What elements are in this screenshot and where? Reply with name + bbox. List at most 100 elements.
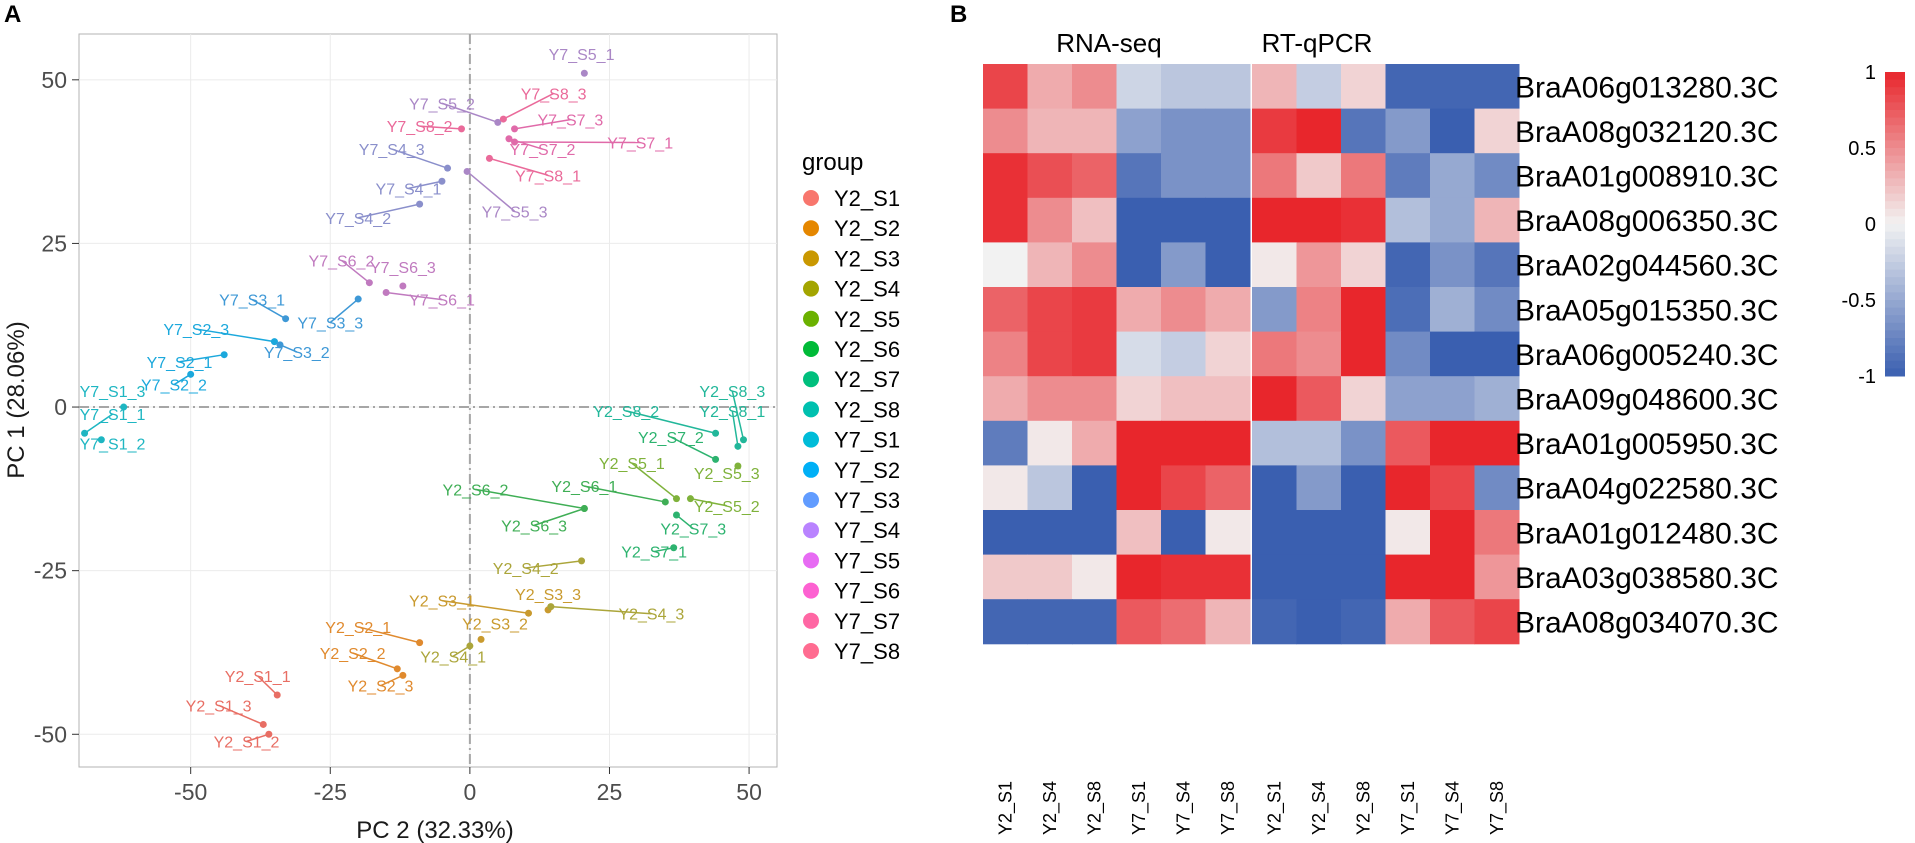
gene-label: BraA01g005950.3C <box>1515 428 1779 461</box>
legend-label: Y2_S8 <box>834 397 900 422</box>
point-label: Y7_S1_3 <box>80 384 146 401</box>
colorbar-step <box>1885 216 1905 225</box>
colorbar-step <box>1885 300 1905 309</box>
leader-line <box>352 652 398 670</box>
leader-line <box>731 410 739 447</box>
rt-qpcr-cell <box>1385 510 1431 556</box>
data-point <box>485 154 493 162</box>
y-tick-label: 25 <box>41 230 67 256</box>
colorbar: 1 0.5 0 -0.5 -1 <box>1842 62 1905 388</box>
leader-line <box>631 462 677 500</box>
rna-seq-cell <box>1161 287 1206 333</box>
column-label: Y7_S8 <box>1487 781 1508 835</box>
rna-seq-cell <box>1027 420 1073 466</box>
rt-qpcr-cell <box>1296 287 1342 333</box>
point-label: Y7_S8_3 <box>521 86 587 103</box>
legend-label: Y2_S5 <box>834 307 900 332</box>
rna-seq-cell <box>983 64 1028 110</box>
colorbar-step <box>1885 72 1905 81</box>
colorbar-step <box>1885 284 1905 293</box>
rt-qpcr-cell <box>1341 108 1386 154</box>
rt-qpcr-cell <box>1430 64 1475 110</box>
legend-swatch <box>803 492 819 508</box>
colorbar-step <box>1885 110 1905 119</box>
rna-seq-cell <box>1027 599 1073 645</box>
legend-swatch <box>803 431 819 448</box>
rna-seq-cell <box>1205 376 1251 422</box>
data-point <box>97 436 105 444</box>
data-point <box>547 603 555 611</box>
leader-line <box>358 203 420 219</box>
rt-qpcr-cell <box>1474 64 1520 110</box>
leader-line <box>670 436 716 461</box>
rt-qpcr-cell <box>1430 287 1475 333</box>
leader-line <box>246 733 270 743</box>
rt-qpcr-cell <box>1252 108 1297 154</box>
data-point <box>499 115 507 123</box>
rt-qpcr-cell <box>1252 197 1297 243</box>
rna-seq-cell <box>983 242 1028 288</box>
legend-swatch <box>803 190 819 206</box>
data-points <box>81 69 747 738</box>
legend-swatch <box>803 310 819 327</box>
colorbar-step <box>1885 338 1905 347</box>
rna-seq-cell <box>1116 465 1162 511</box>
legend-label: Y7_S5 <box>834 548 900 573</box>
data-point <box>511 125 519 133</box>
column-label: Y2_S8 <box>1353 781 1374 835</box>
rt-qpcr-cell <box>1430 108 1475 154</box>
leader-line <box>218 704 264 726</box>
colorbar-tick-label: 0.5 <box>1848 138 1876 160</box>
point-label: Y7_S6_3 <box>370 260 436 277</box>
column-label: Y7_S4 <box>1442 781 1463 835</box>
legend-label: Y2_S1 <box>834 186 900 211</box>
rna-seq-cell <box>983 331 1028 377</box>
point-label: Y7_S2_1 <box>147 355 213 372</box>
pca-scatter-plot: Y7_S5_1Y7_S5_2Y7_S8_3Y7_S8_2 Y7_S7_3Y7_S7… <box>3 33 900 843</box>
rna-seq-cell <box>1205 554 1251 600</box>
rna-seq-cell <box>1072 197 1117 243</box>
rt-qpcr-cell <box>1474 153 1520 199</box>
rna-seq-cell <box>983 599 1028 645</box>
rt-qpcr-cell <box>1296 331 1342 377</box>
rt-qpcr-cell <box>1385 64 1431 110</box>
point-label: Y7_S3_1 <box>219 293 285 310</box>
data-point <box>734 442 742 450</box>
rt-qpcr-cell <box>1385 287 1431 333</box>
data-point <box>494 118 502 126</box>
rna-seq-cell <box>1205 287 1251 333</box>
rt-qpcr-cell <box>1296 554 1342 600</box>
rna-seq-cell <box>1027 64 1073 110</box>
point-label: Y2_S2_1 <box>325 620 391 637</box>
data-point <box>672 511 680 519</box>
data-point <box>416 200 424 208</box>
leader-line <box>84 413 113 434</box>
rt-qpcr-cell <box>1296 420 1342 466</box>
rna-seq-cell <box>1116 599 1162 645</box>
rna-seq-cell <box>983 554 1028 600</box>
rna-seq-cell <box>1116 287 1162 333</box>
rna-seq-cell <box>1027 376 1073 422</box>
legend-swatch <box>803 341 819 357</box>
colorbar-step <box>1885 315 1905 324</box>
point-label: Y7_S7_1 <box>607 136 673 153</box>
rna-seq-cell <box>1027 108 1073 154</box>
rt-qpcr-cell <box>1341 64 1386 110</box>
point-label: Y2_S2_3 <box>348 679 414 696</box>
data-point <box>399 671 407 679</box>
colorbar-step <box>1885 368 1905 377</box>
leader-line <box>196 328 275 343</box>
colorbar-step <box>1885 140 1905 149</box>
x-tick-label: 50 <box>736 779 762 805</box>
legend-label: Y7_S1 <box>834 428 900 453</box>
point-label: Y2_S3_3 <box>515 587 581 604</box>
data-point <box>672 495 680 503</box>
rt-qpcr-cell <box>1385 331 1431 377</box>
colorbar-step <box>1885 170 1905 179</box>
column-label: Y7_S1 <box>1398 781 1419 835</box>
colorbar-step <box>1885 345 1905 354</box>
rna-seq-cell <box>1072 153 1117 199</box>
leader-line <box>340 259 370 284</box>
leader-line <box>550 605 652 615</box>
point-label: Y2_S2_2 <box>320 646 386 663</box>
